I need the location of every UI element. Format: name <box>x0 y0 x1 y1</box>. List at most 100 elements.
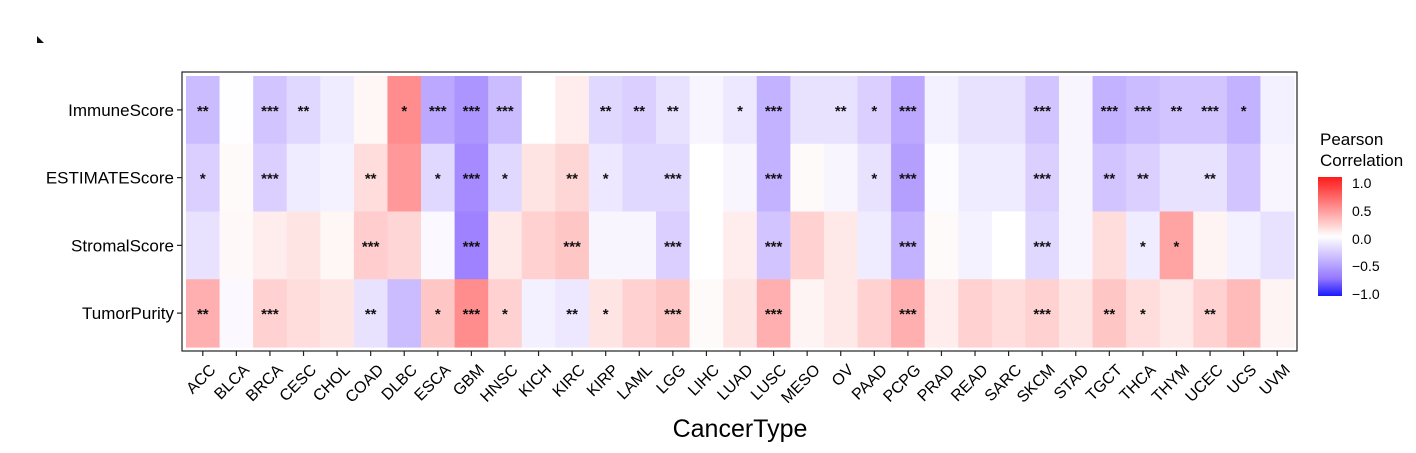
significance-label: *** <box>765 238 783 255</box>
significance-label: ** <box>1103 306 1115 323</box>
legend-title-line-1: Pearson <box>1320 130 1384 149</box>
heatmap-cell-StromalScore-LUSC <box>756 211 791 280</box>
heatmap-cell-StromalScore-SARC <box>991 211 1026 280</box>
heatmap-cell-TumorPurity-KIRC <box>555 279 590 348</box>
heatmap-cell-ESTIMATEScore-ESCA <box>421 143 456 213</box>
significance-label: *** <box>1033 103 1051 120</box>
heatmap-cell-StromalScore-PAAD <box>857 211 892 280</box>
heatmap-cell-StromalScore-PRAD <box>924 211 959 280</box>
heatmap-cell-TumorPurity-MESO <box>790 279 825 348</box>
heatmap-cell-StromalScore-KIRP <box>588 211 624 280</box>
heatmap-cell-ESTIMATEScore-HNSC <box>488 143 523 213</box>
heatmap-cell-TumorPurity-CHOL <box>320 279 355 348</box>
heatmap-cell-StromalScore-READ <box>958 211 993 280</box>
heatmap-cell-ESTIMATEScore-THYM <box>1159 143 1194 213</box>
x-tick-label: COAD <box>343 362 388 407</box>
significance-label: *** <box>261 171 279 188</box>
heatmap-cell-ImmuneScore-CHOL <box>320 76 355 145</box>
heatmap-cell-ESTIMATEScore-PRAD <box>924 143 959 213</box>
heatmap-cell-ESTIMATEScore-LGG <box>656 143 691 213</box>
significance-label: *** <box>899 171 917 188</box>
heatmap-cell-ESTIMATEScore-LUAD <box>723 143 758 213</box>
x-tick-label: KIRC <box>550 362 589 401</box>
significance-label: *** <box>899 103 917 120</box>
significance-label: ** <box>1137 171 1149 188</box>
significance-label: ** <box>566 171 578 188</box>
heatmap-cell-ImmuneScore-TGCT <box>1092 76 1127 145</box>
heatmap-cell-ESTIMATEScore-PAAD <box>857 143 892 213</box>
significance-label: * <box>1140 306 1146 323</box>
heatmap-cell-ESTIMATEScore-KIRC <box>555 143 590 213</box>
x-tick-label: LAML <box>614 362 656 404</box>
heatmap-cell-ImmuneScore-UCEC <box>1193 76 1228 145</box>
significance-label: * <box>200 171 206 188</box>
heatmap-cells <box>186 76 1295 348</box>
significance-label: *** <box>1033 306 1051 323</box>
heatmap-cell-ImmuneScore-KICH <box>521 76 556 145</box>
legend-tick-label: 0.0 <box>1352 230 1372 247</box>
x-tick-label: DLBC <box>379 362 421 404</box>
heatmap-cell-TumorPurity-LAML <box>622 279 657 348</box>
significance-label: * <box>871 171 877 188</box>
heatmap-cell-ImmuneScore-UCS <box>1226 76 1262 145</box>
heatmap-cell-ESTIMATEScore-DLBC <box>387 143 422 213</box>
significance-label: *** <box>1201 103 1219 120</box>
x-tick-label: READ <box>948 362 991 405</box>
heatmap-cell-StromalScore-GBM <box>454 211 489 280</box>
significance-label: * <box>603 171 609 188</box>
significance-label: *** <box>463 306 481 323</box>
heatmap-cell-ImmuneScore-STAD <box>1058 76 1094 145</box>
heatmap-cell-ImmuneScore-UVM <box>1260 76 1295 145</box>
heatmap-cell-TumorPurity-SKCM <box>1025 279 1060 348</box>
significance-label: ** <box>365 306 377 323</box>
significance-label: ** <box>835 103 847 120</box>
heatmap-cell-StromalScore-LIHC <box>689 211 724 280</box>
heatmap-cell-TumorPurity-UCS <box>1226 279 1262 348</box>
heatmap-cell-ImmuneScore-GBM <box>454 76 489 145</box>
heatmap-cell-ImmuneScore-SARC <box>991 76 1026 145</box>
heatmap-cell-TumorPurity-PRAD <box>924 279 959 348</box>
heatmap-cell-ESTIMATEScore-UCS <box>1226 143 1262 213</box>
significance-label: * <box>871 103 877 120</box>
heatmap-cell-ImmuneScore-KIRC <box>555 76 590 145</box>
heatmap-cell-StromalScore-STAD <box>1058 211 1094 280</box>
legend-title-line-2: Correlation <box>1320 151 1404 170</box>
legend-title: Pearson Correlation <box>1320 129 1403 171</box>
heatmap-cell-ImmuneScore-OV <box>823 76 859 145</box>
heatmap-cell-TumorPurity-LUAD <box>723 279 758 348</box>
significance-label: *** <box>664 171 682 188</box>
significance-label: *** <box>463 171 481 188</box>
x-tick-label: UCEC <box>1183 362 1227 406</box>
heatmap-cell-TumorPurity-PCPG <box>891 279 926 348</box>
heatmap-cell-ESTIMATEScore-PCPG <box>891 143 926 213</box>
y-tick-label: StromalScore <box>71 236 174 255</box>
significance-label: *** <box>362 238 380 255</box>
heatmap-cell-TumorPurity-KICH <box>521 279 556 348</box>
x-axis-title: CancerType <box>673 415 808 443</box>
heatmap-cell-ImmuneScore-LUAD <box>723 76 758 145</box>
heatmap-cell-StromalScore-ESCA <box>421 211 456 280</box>
heatmap-cell-ImmuneScore-SKCM <box>1025 76 1060 145</box>
heatmap-cell-ImmuneScore-LUSC <box>756 76 791 145</box>
heatmap-cell-ImmuneScore-CESC <box>286 76 321 145</box>
significance-label: * <box>502 171 508 188</box>
legend-tick-label: −0.5 <box>1352 258 1380 275</box>
heatmap-cell-StromalScore-KICH <box>521 211 556 280</box>
heatmap-cell-ImmuneScore-PAAD <box>857 76 892 145</box>
significance-label: *** <box>664 238 682 255</box>
heatmap-cell-StromalScore-OV <box>823 211 859 280</box>
legend-tick-label: −1.0 <box>1352 286 1380 302</box>
heatmap-cell-ImmuneScore-ESCA <box>421 76 456 145</box>
heatmap-cell-ESTIMATEScore-UCEC <box>1193 143 1228 213</box>
heatmap-cell-TumorPurity-ESCA <box>421 279 456 348</box>
heatmap-cell-ESTIMATEScore-MESO <box>790 143 825 213</box>
y-tick-label: TumorPurity <box>82 304 174 323</box>
heatmap-cell-ESTIMATEScore-OV <box>823 143 859 213</box>
heatmap-cell-ImmuneScore-THYM <box>1159 76 1194 145</box>
significance-label: * <box>603 306 609 323</box>
significance-label: *** <box>899 306 917 323</box>
heatmap-cell-TumorPurity-LUSC <box>756 279 791 348</box>
heatmap-cell-ImmuneScore-DLBC <box>387 76 422 145</box>
heatmap-cell-StromalScore-THYM <box>1159 211 1194 280</box>
heatmap-cell-TumorPurity-LIHC <box>689 279 724 348</box>
